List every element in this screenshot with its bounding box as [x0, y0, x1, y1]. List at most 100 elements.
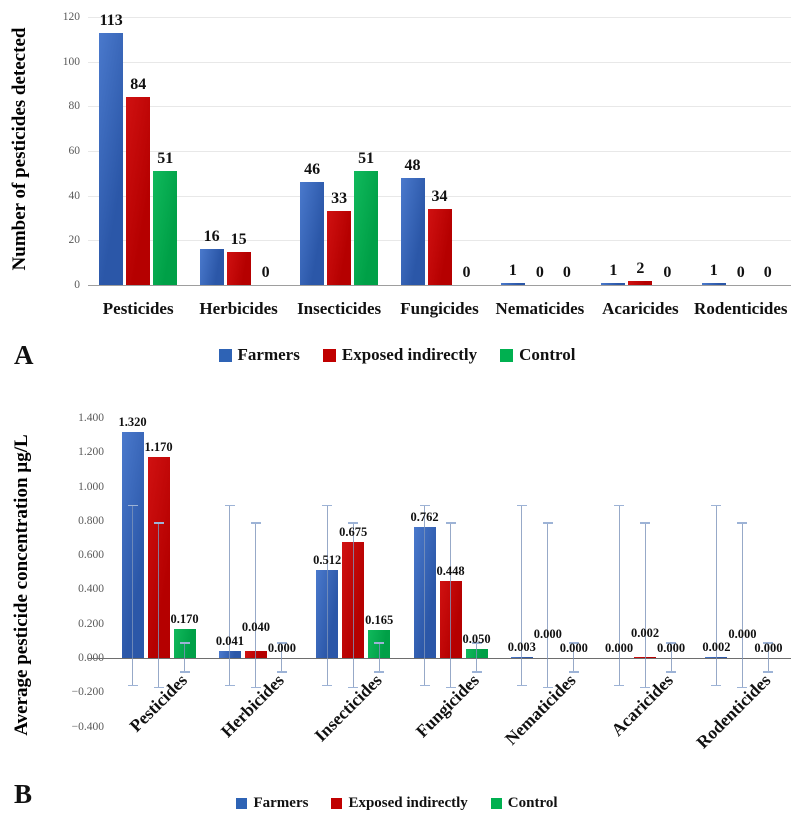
value-label-b-exposed-indirectly-pesticides: 1.170 — [144, 440, 173, 455]
y-tick-b--0-200: −0.200 — [71, 686, 104, 699]
error-bar-cap-bottom-farmers-acaricides — [614, 684, 625, 687]
error-bar-cap-top-control-nematicides — [568, 642, 579, 644]
value-label-b-exposed-indirectly-acaricides: 0.002 — [631, 625, 660, 640]
error-bar-cap-bottom-control-insecticides — [374, 671, 385, 673]
error-bar-cap-top-farmers-pesticides — [127, 504, 138, 507]
y-tick-b-0-600: 0.600 — [78, 549, 104, 562]
error-bar-cap-top-control-insecticides — [374, 642, 385, 644]
legend-label-control: Control — [519, 345, 576, 364]
error-bar-cap-bottom-farmers-herbicides — [224, 684, 235, 687]
error-bar-exposed-indirectly-fungicides — [450, 522, 451, 688]
legend-a: Farmers Exposed indirectly Control — [0, 345, 794, 365]
error-bar-exposed-indirectly-acaricides — [644, 522, 646, 688]
error-bar-farmers-fungicides — [424, 505, 425, 686]
y-tick-a-120: 120 — [62, 11, 80, 23]
x-axis-line-a — [88, 285, 791, 286]
bar-farmers-nematicides — [500, 282, 525, 285]
error-bar-cap-bottom-control-nematicides — [568, 671, 579, 673]
y-tick-a-20: 20 — [68, 234, 81, 247]
value-label-b-farmers-acaricides: 0.000 — [605, 641, 634, 655]
error-bar-cap-top-control-acaricides — [666, 642, 677, 644]
legend-b: Farmers Exposed indirectly Control — [0, 795, 794, 812]
legend-item-exposed-indirectly: Exposed indirectly — [322, 345, 477, 365]
legend-swatch-control — [490, 798, 502, 809]
error-bar-cap-top-exposed-indirectly-insecticides — [348, 522, 359, 524]
error-bar-farmers-pesticides — [132, 505, 134, 686]
value-label-b-control-acaricides: 0.000 — [657, 641, 686, 655]
value-label-b-farmers-fungicides: 0.762 — [410, 510, 439, 525]
value-label-b-farmers-insecticides: 0.512 — [313, 553, 342, 568]
legend-swatch-exposed-indirectly — [331, 798, 343, 809]
value-label-a-control-nematicides: 0 — [562, 264, 571, 281]
y-tick-b-1-400: 1.400 — [78, 411, 104, 424]
value-label-a-control-pesticides: 51 — [157, 150, 174, 168]
x-label-b-insecticides: Insecticides — [310, 670, 386, 746]
y-tick-b-0-800: 0.800 — [78, 514, 104, 527]
value-label-a-exposed-indirectly-acaricides: 2 — [636, 259, 645, 277]
y-tick-a-100: 100 — [62, 55, 80, 68]
value-label-b-exposed-indirectly-insecticides: 0.675 — [339, 525, 368, 540]
legend-swatch-exposed-indirectly — [322, 348, 336, 362]
gridline-a-60 — [88, 151, 791, 152]
y-tick-a-0: 0 — [74, 279, 80, 291]
bar-farmers-insecticides — [300, 182, 325, 285]
value-label-a-farmers-nematicides: 1 — [508, 261, 517, 279]
error-bar-cap-bottom-farmers-rodenticides — [711, 684, 722, 687]
x-label-b-nematicides: Nematicides — [501, 670, 580, 749]
error-bar-exposed-indirectly-rodenticides — [741, 522, 743, 688]
value-label-b-exposed-indirectly-nematicides: 0.000 — [533, 627, 562, 641]
value-label-a-farmers-pesticides: 113 — [99, 11, 123, 29]
bar-exposed-indirectly-herbicides — [226, 251, 251, 285]
error-bar-control-pesticides — [184, 642, 186, 672]
x-label-b-rodenticides: Rodenticides — [692, 670, 775, 753]
error-bar-cap-bottom-exposed-indirectly-pesticides — [153, 686, 164, 689]
y-tick-a-60: 60 — [68, 145, 81, 157]
value-label-b-farmers-rodenticides: 0.002 — [702, 639, 731, 654]
value-label-b-control-insecticides: 0.165 — [365, 612, 394, 627]
error-bar-farmers-insecticides — [326, 505, 328, 686]
error-bar-farmers-acaricides — [618, 505, 620, 686]
error-bar-cap-bottom-exposed-indirectly-acaricides — [640, 686, 651, 689]
value-label-a-exposed-indirectly-pesticides: 84 — [130, 76, 147, 94]
error-bar-cap-bottom-farmers-insecticides — [322, 684, 333, 687]
error-bar-exposed-indirectly-pesticides — [158, 522, 160, 688]
bar-exposed-indirectly-fungicides — [427, 209, 452, 285]
error-bar-control-acaricides — [670, 642, 672, 672]
value-label-b-farmers-herbicides: 0.041 — [215, 634, 244, 648]
x-label-a-herbicides: Herbicides — [199, 299, 278, 318]
y-tick-b-0-200: 0.200 — [78, 617, 104, 630]
error-bar-cap-top-exposed-indirectly-rodenticides — [737, 522, 748, 524]
bar-exposed-indirectly-pesticides — [126, 97, 151, 285]
error-bar-cap-top-exposed-indirectly-acaricides — [640, 522, 651, 524]
error-bar-farmers-herbicides — [229, 505, 231, 686]
error-bar-cap-bottom-control-herbicides — [276, 671, 287, 673]
value-label-a-control-rodenticides: 0 — [763, 264, 772, 281]
error-bar-cap-bottom-exposed-indirectly-nematicides — [542, 686, 553, 689]
value-label-b-control-nematicides: 0.000 — [559, 641, 588, 655]
gridline-a-40 — [88, 195, 791, 197]
error-bar-cap-top-exposed-indirectly-herbicides — [250, 522, 261, 524]
value-label-a-control-insecticides: 51 — [358, 150, 375, 168]
value-label-a-farmers-fungicides: 48 — [404, 156, 421, 174]
error-bar-cap-top-farmers-rodenticides — [711, 504, 722, 507]
error-bar-cap-top-farmers-fungicides — [419, 504, 430, 507]
legend-item-farmers: Farmers — [236, 795, 308, 812]
error-bar-control-herbicides — [281, 642, 283, 672]
value-label-b-control-rodenticides: 0.000 — [754, 641, 783, 655]
legend-item-farmers: Farmers — [218, 345, 300, 365]
error-bar-cap-top-control-fungicides — [471, 642, 482, 644]
value-label-b-control-fungicides: 0.050 — [462, 632, 491, 647]
error-bar-cap-top-control-rodenticides — [763, 642, 774, 644]
legend-swatch-farmers — [236, 798, 248, 809]
error-bar-cap-top-exposed-indirectly-nematicides — [542, 522, 553, 524]
bar-farmers-acaricides — [601, 282, 626, 285]
value-label-a-exposed-indirectly-rodenticides: 0 — [736, 264, 745, 281]
error-bar-cap-bottom-control-fungicides — [471, 671, 482, 673]
error-bar-exposed-indirectly-insecticides — [352, 522, 354, 688]
y-tick-a-40: 40 — [68, 189, 81, 202]
value-label-a-farmers-acaricides: 1 — [609, 261, 618, 279]
value-label-b-exposed-indirectly-fungicides: 0.448 — [436, 564, 465, 579]
value-label-b-exposed-indirectly-rodenticides: 0.000 — [728, 627, 757, 641]
legend-swatch-control — [500, 348, 514, 362]
value-label-b-farmers-pesticides: 1.320 — [118, 414, 147, 429]
